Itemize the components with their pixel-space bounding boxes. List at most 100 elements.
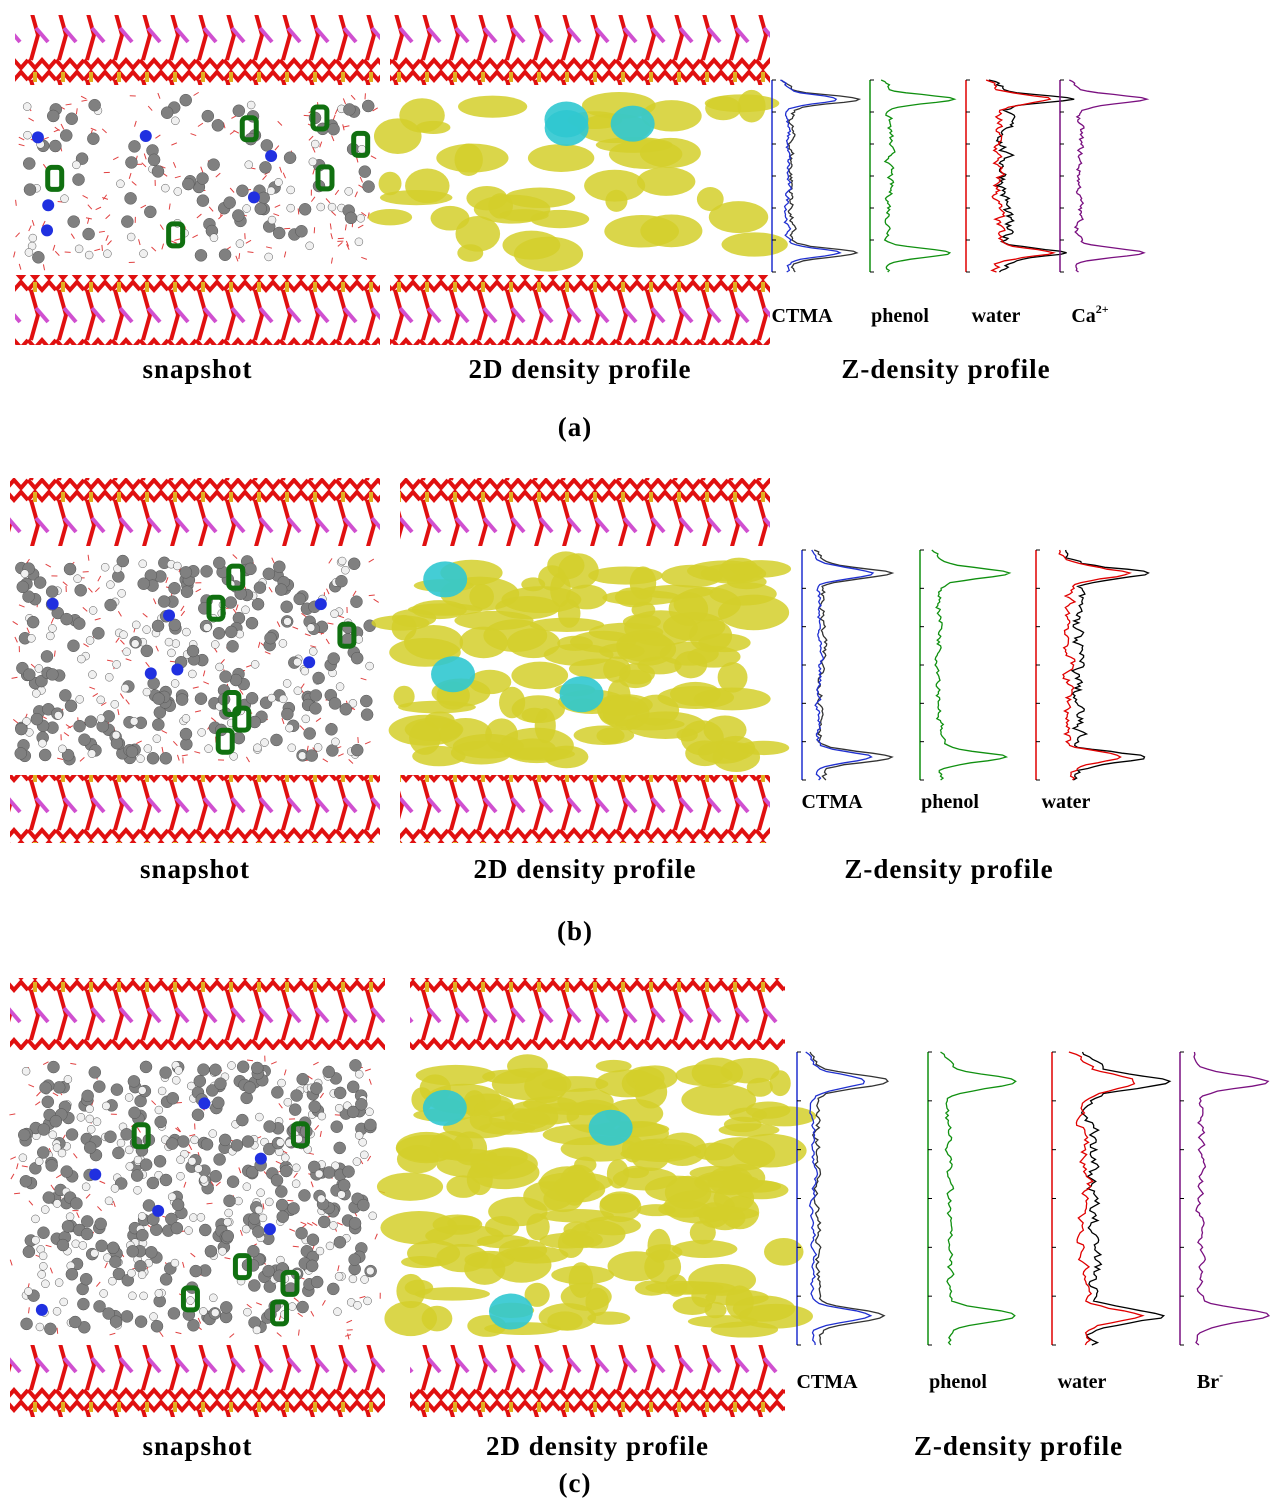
- profile-name: CTMA: [801, 791, 863, 813]
- atom: [154, 1155, 166, 1167]
- atom: [171, 679, 179, 687]
- atom: [197, 1213, 205, 1221]
- atom: [202, 110, 214, 122]
- nitrogen: [41, 224, 53, 236]
- atom: [155, 1106, 163, 1114]
- atom: [153, 735, 161, 743]
- water: [137, 1127, 140, 1132]
- water: [225, 1258, 231, 1259]
- atom: [326, 1242, 334, 1250]
- atom: [121, 1310, 133, 1322]
- water: [311, 1182, 313, 1188]
- water: [96, 1282, 100, 1287]
- atom: [61, 613, 73, 625]
- atom: [128, 140, 140, 152]
- atom: [268, 694, 276, 702]
- water: [320, 142, 322, 148]
- phenol-density: [489, 1294, 533, 1330]
- water: [338, 1265, 339, 1271]
- water: [171, 241, 177, 243]
- water: [13, 621, 18, 624]
- atom: [276, 1138, 284, 1146]
- ctma-density: [446, 1175, 480, 1198]
- atom: [355, 1098, 367, 1110]
- atom: [41, 1280, 49, 1288]
- atom: [80, 1273, 92, 1285]
- atom: [263, 1265, 275, 1277]
- water: [19, 264, 21, 270]
- profile-label: phenol: [871, 305, 929, 327]
- water: [81, 100, 87, 101]
- water: [50, 1268, 52, 1274]
- nitrogen: [171, 663, 183, 675]
- profile-label: CTMA: [796, 1371, 858, 1393]
- water: [46, 1245, 52, 1247]
- water: [139, 239, 141, 245]
- atom: [41, 650, 53, 662]
- atom: [228, 1061, 236, 1069]
- atom: [210, 234, 218, 242]
- phenol-density: [423, 1090, 467, 1126]
- atom: [49, 1131, 57, 1139]
- water: [183, 1262, 185, 1268]
- atom: [182, 628, 190, 636]
- ctma-density: [640, 214, 702, 247]
- water: [361, 257, 367, 259]
- atom: [152, 719, 164, 731]
- nitrogen: [89, 1168, 101, 1180]
- ctma-density: [698, 633, 750, 652]
- atom: [244, 1081, 256, 1093]
- water: [322, 1300, 325, 1305]
- ctma-density: [431, 206, 470, 231]
- water: [184, 1182, 186, 1188]
- ctma-density: [661, 565, 722, 588]
- atom: [311, 140, 319, 148]
- atom: [128, 1075, 140, 1087]
- water: [181, 611, 185, 616]
- water: [95, 618, 101, 620]
- water: [174, 239, 180, 240]
- atom: [110, 1316, 122, 1328]
- atom: [369, 1212, 377, 1220]
- water: [182, 755, 188, 756]
- atom: [147, 1177, 159, 1189]
- atom: [126, 746, 138, 758]
- atom: [255, 203, 267, 215]
- water: [105, 1263, 108, 1268]
- water: [97, 1206, 101, 1210]
- water: [298, 1330, 299, 1336]
- atom: [288, 744, 296, 752]
- ctma-density: [636, 1204, 675, 1216]
- atom: [244, 563, 256, 575]
- atom: [160, 1174, 172, 1186]
- water: [53, 245, 55, 251]
- atom: [121, 684, 129, 692]
- water: [369, 1079, 371, 1085]
- atom: [123, 648, 131, 656]
- atom: [135, 1316, 147, 1328]
- density-curve: [881, 80, 954, 272]
- water: [27, 628, 29, 633]
- atom: [53, 1081, 65, 1093]
- water: [258, 642, 260, 648]
- atom: [53, 1200, 61, 1208]
- atom: [293, 658, 301, 666]
- atom: [366, 1267, 374, 1275]
- atom: [279, 695, 287, 703]
- atom: [198, 728, 206, 736]
- water: [283, 173, 285, 179]
- atom: [358, 145, 366, 153]
- density-curve: [1194, 1052, 1269, 1345]
- atom: [323, 1066, 335, 1078]
- water: [10, 1157, 15, 1159]
- atom: [186, 1297, 194, 1305]
- water: [328, 623, 334, 624]
- water: [155, 135, 160, 138]
- atom: [355, 238, 363, 246]
- water: [141, 205, 146, 208]
- atom: [136, 1229, 148, 1241]
- atom: [254, 582, 266, 594]
- atom: [139, 560, 147, 568]
- water: [230, 131, 235, 135]
- atom: [233, 105, 245, 117]
